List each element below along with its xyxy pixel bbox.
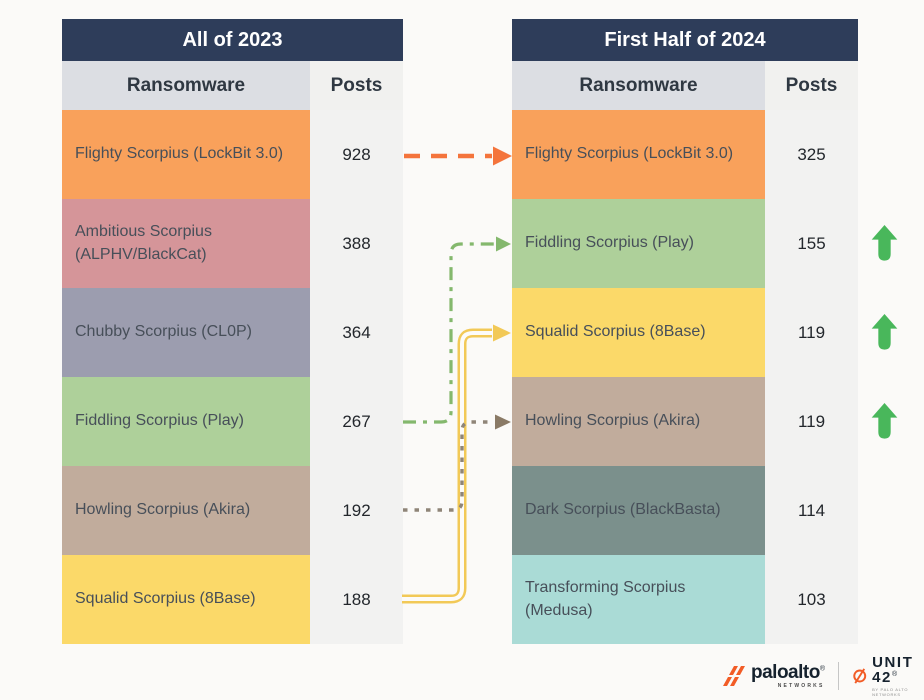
posts-value-cell: 114 xyxy=(765,466,858,555)
posts-value-cell: 928 xyxy=(310,110,403,199)
arrowhead xyxy=(495,414,511,430)
posts-value-cell: 119 xyxy=(765,288,858,377)
trend-up-icon xyxy=(871,402,898,439)
ransomware-name-cell: Flighty Scorpius (LockBit 3.0) xyxy=(512,110,765,199)
connector-akira xyxy=(403,414,511,512)
table-row: Howling Scorpius (Akira) 192 xyxy=(62,466,403,555)
posts-value-cell: 103 xyxy=(765,555,858,644)
table-2024-header: Ransomware Posts xyxy=(512,61,858,110)
ransomware-name-cell: Ambitious Scorpius (ALPHV/BlackCat) xyxy=(62,199,310,288)
table-2024: First Half of 2024 Ransomware Posts Flig… xyxy=(512,19,898,644)
table-row: Ambitious Scorpius (ALPHV/BlackCat) 388 xyxy=(62,199,403,288)
ransomware-name-cell: Fiddling Scorpius (Play) xyxy=(62,377,310,466)
table-row: Flighty Scorpius (LockBit 3.0) 325 xyxy=(512,110,858,199)
unit42-logo-icon xyxy=(852,668,866,684)
arrowhead xyxy=(493,324,511,342)
trend-up-icon xyxy=(871,313,898,350)
table-row: Dark Scorpius (BlackBasta) 114 xyxy=(512,466,858,555)
table-row: Squalid Scorpius (8Base) 188 xyxy=(62,555,403,644)
posts-value-cell: 388 xyxy=(310,199,403,288)
column-header-ransomware: Ransomware xyxy=(62,61,310,110)
ransomware-name-cell: Chubby Scorpius (CL0P) xyxy=(62,288,310,377)
posts-value-cell: 364 xyxy=(310,288,403,377)
column-header-posts: Posts xyxy=(765,61,858,110)
posts-value-cell: 325 xyxy=(765,110,858,199)
posts-value-cell: 188 xyxy=(310,555,403,644)
trend-up-icon xyxy=(871,224,898,261)
connector-8base xyxy=(402,324,511,604)
paloalto-logo-icon xyxy=(723,666,745,686)
unit42-tagline: BY PALO ALTO NETWORKS xyxy=(872,686,909,697)
connector-play xyxy=(403,236,511,424)
paloalto-logo: paloalto® NETWORKS xyxy=(722,663,825,689)
table-row: Fiddling Scorpius (Play) 267 xyxy=(62,377,403,466)
ransomware-name-cell: Squalid Scorpius (8Base) xyxy=(512,288,765,377)
table-row: Howling Scorpius (Akira) 119 xyxy=(512,377,858,466)
ransomware-name-cell: Transforming Scorpius (Medusa) xyxy=(512,555,765,644)
arrowhead xyxy=(496,236,511,252)
ransomware-name-cell: Howling Scorpius (Akira) xyxy=(512,377,765,466)
table-row: Squalid Scorpius (8Base) 119 xyxy=(512,288,858,377)
paloalto-networks-label: NETWORKS xyxy=(777,683,825,689)
table-row: Fiddling Scorpius (Play) 155 xyxy=(512,199,858,288)
table-2023-header: Ransomware Posts xyxy=(62,61,403,110)
table-2023-title: All of 2023 xyxy=(62,19,403,61)
ransomware-name-cell: Flighty Scorpius (LockBit 3.0) xyxy=(62,110,310,199)
ransomware-name-cell: Squalid Scorpius (8Base) xyxy=(62,555,310,644)
table-row: Flighty Scorpius (LockBit 3.0) 928 xyxy=(62,110,403,199)
ransomware-name-cell: Fiddling Scorpius (Play) xyxy=(512,199,765,288)
footer-branding: paloalto® NETWORKS UNIT 42® BY PALO ALTO… xyxy=(722,655,924,697)
posts-value-cell: 119 xyxy=(765,377,858,466)
table-2024-title: First Half of 2024 xyxy=(512,19,858,61)
table-row: Transforming Scorpius (Medusa) 103 xyxy=(512,555,858,644)
table-2023: All of 2023 Ransomware Posts Flighty Sco… xyxy=(62,19,403,644)
ransomware-name-cell: Howling Scorpius (Akira) xyxy=(62,466,310,555)
column-header-ransomware: Ransomware xyxy=(512,61,765,110)
paloalto-wordmark: paloalto® xyxy=(751,662,825,683)
unit42-logo: UNIT 42® BY PALO ALTO NETWORKS xyxy=(852,655,924,697)
logo-divider xyxy=(837,662,839,690)
ransomware-name-cell: Dark Scorpius (BlackBasta) xyxy=(512,466,765,555)
posts-value-cell: 155 xyxy=(765,199,858,288)
posts-value-cell: 267 xyxy=(310,377,403,466)
connector-lockbit xyxy=(404,146,512,166)
arrowhead xyxy=(493,146,512,166)
posts-value-cell: 192 xyxy=(310,466,403,555)
table-row: Chubby Scorpius (CL0P) 364 xyxy=(62,288,403,377)
unit42-wordmark: UNIT 42® xyxy=(872,654,914,687)
column-header-posts: Posts xyxy=(310,61,403,110)
